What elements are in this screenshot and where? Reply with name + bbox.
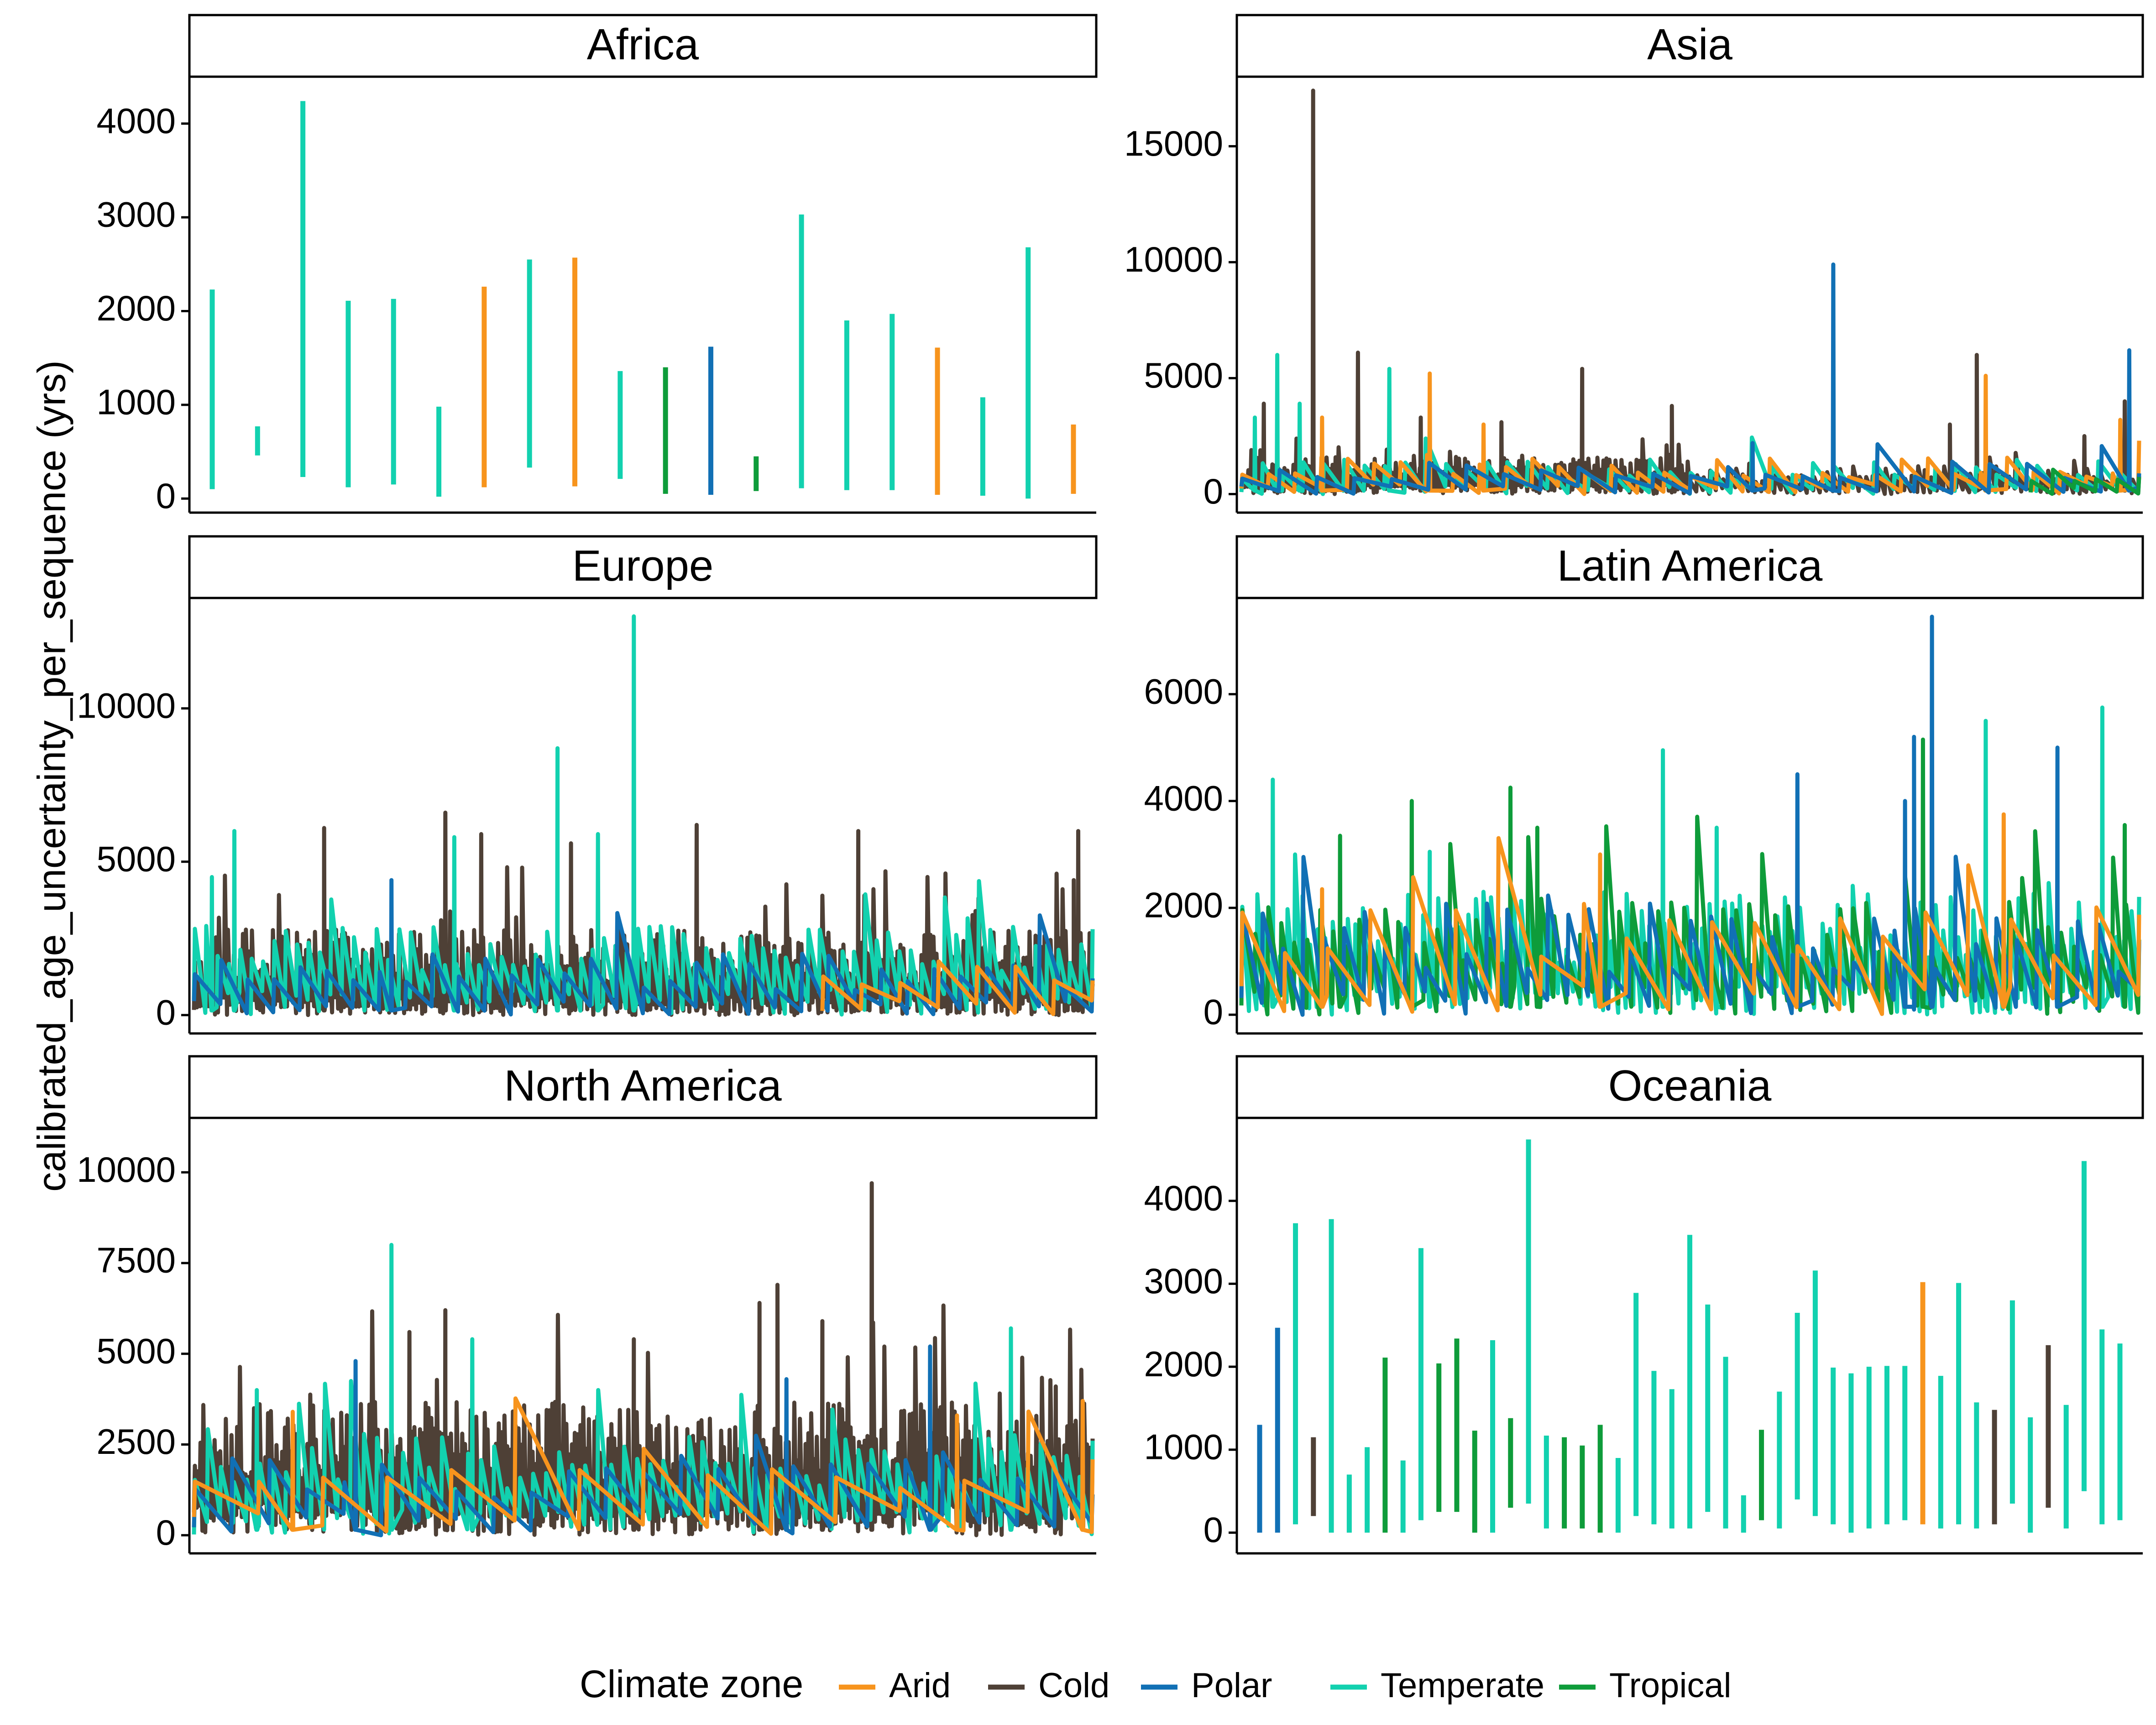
legend-label: Cold xyxy=(1038,1666,1109,1705)
panel-africa: Africa 0 1000 2000 3000 4000 xyxy=(96,14,1098,516)
y-axis-title: calibrated_age_uncertainty_per_sequence … xyxy=(30,360,74,1191)
legend-label: Temperate xyxy=(1381,1666,1544,1705)
legend-label: Arid xyxy=(889,1666,951,1705)
y-tick-label: 4000 xyxy=(1144,778,1223,818)
y-tick-label: 2000 xyxy=(1144,885,1223,925)
panel-strip xyxy=(1235,1055,2144,1119)
panel-asia: Asia 0 5000 10000 15000 xyxy=(1124,14,2144,514)
y-tick-label: 0 xyxy=(1204,1510,1223,1550)
y-tick-label: 10000 xyxy=(1124,239,1223,279)
panel-latin-america: Latin America 0 2000 4000 6000 xyxy=(1144,535,2144,1035)
plot-area xyxy=(192,1181,1095,1537)
legend-item-temperate: Temperate xyxy=(1330,1666,1544,1705)
panel-europe: Europe 0 5000 10000 xyxy=(77,535,1098,1035)
y-tick-label: 7500 xyxy=(96,1240,176,1280)
series-polar xyxy=(192,878,1095,1017)
panel-strip xyxy=(1235,535,2144,599)
panels: Africa01000200030004000Asia0500010000150… xyxy=(77,14,2144,1555)
series-arid xyxy=(820,959,1095,1016)
panel-title: Africa xyxy=(587,20,699,69)
y-tick-label: 0 xyxy=(1204,992,1223,1032)
legend-label: Tropical xyxy=(1609,1666,1731,1705)
y-tick-label: 5000 xyxy=(96,1331,176,1371)
series-polar xyxy=(1239,262,2141,496)
legend-label: Polar xyxy=(1191,1666,1272,1705)
panel-strip xyxy=(1235,14,2144,78)
series-arid xyxy=(1239,812,2141,1016)
legend: Climate zone Arid Cold Polar Temperate Tropi… xyxy=(580,1662,1731,1705)
panel-strip xyxy=(188,535,1098,599)
legend-item-arid: Arid xyxy=(839,1666,951,1705)
panel-title: Asia xyxy=(1647,20,1732,69)
series-polar xyxy=(192,1344,1095,1537)
plot-area xyxy=(1239,89,2141,496)
y-tick-label: 1000 xyxy=(96,382,176,422)
y-tick-label: 5000 xyxy=(1144,355,1223,395)
y-tick-label: 0 xyxy=(156,1512,176,1552)
y-tick-label: 3000 xyxy=(96,194,176,235)
y-tick-label: 6000 xyxy=(1144,671,1223,711)
panel-title: Europe xyxy=(572,541,714,590)
y-tick-label: 2000 xyxy=(96,288,176,328)
plot-area xyxy=(209,101,1076,499)
y-tick-label: 0 xyxy=(156,992,176,1032)
y-tick-label: 2000 xyxy=(1144,1344,1223,1384)
panel-strip xyxy=(188,14,1098,78)
panel-title: Oceania xyxy=(1608,1061,1772,1110)
y-tick-label: 5000 xyxy=(96,839,176,879)
series-arid xyxy=(192,1396,1095,1536)
panel-title: Latin America xyxy=(1557,541,1823,590)
y-tick-label: 0 xyxy=(156,476,176,516)
plot-area xyxy=(1239,614,2141,1017)
plot-area xyxy=(1257,1139,2123,1533)
legend-item-cold: Cold xyxy=(988,1666,1109,1705)
y-tick-label: 4000 xyxy=(96,100,176,141)
y-tick-label: 0 xyxy=(1204,471,1223,511)
y-tick-label: 3000 xyxy=(1144,1261,1223,1301)
y-tick-label: 15000 xyxy=(1124,123,1223,163)
legend-item-tropical: Tropical xyxy=(1559,1666,1731,1705)
y-tick-label: 4000 xyxy=(1144,1178,1223,1218)
y-tick-label: 10000 xyxy=(77,685,176,725)
y-tick-label: 10000 xyxy=(77,1149,176,1190)
plot-area xyxy=(192,614,1095,1017)
legend-title: Climate zone xyxy=(580,1662,803,1705)
y-tick-label: 2500 xyxy=(96,1421,176,1462)
panel-strip xyxy=(188,1055,1098,1119)
panel-title: North America xyxy=(504,1061,782,1110)
y-tick-label: 1000 xyxy=(1144,1426,1223,1467)
panel-north-america: North America 0 2500 5000 7500 10000 xyxy=(77,1055,1098,1555)
series-arid xyxy=(1239,371,2141,496)
panel-oceania: Oceania 0 1000 2000 3000 4000 xyxy=(1144,1055,2144,1555)
legend-item-polar: Polar xyxy=(1141,1666,1272,1705)
series-tropical xyxy=(2028,467,2141,496)
